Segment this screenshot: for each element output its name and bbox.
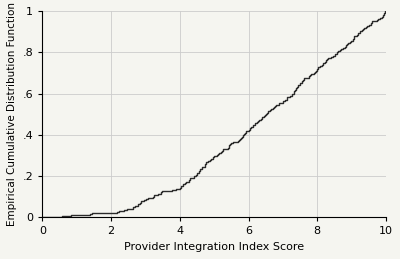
Y-axis label: Empirical Cumulative Distribution Function: Empirical Cumulative Distribution Functi…	[7, 2, 17, 226]
X-axis label: Provider Integration Index Score: Provider Integration Index Score	[124, 242, 304, 252]
